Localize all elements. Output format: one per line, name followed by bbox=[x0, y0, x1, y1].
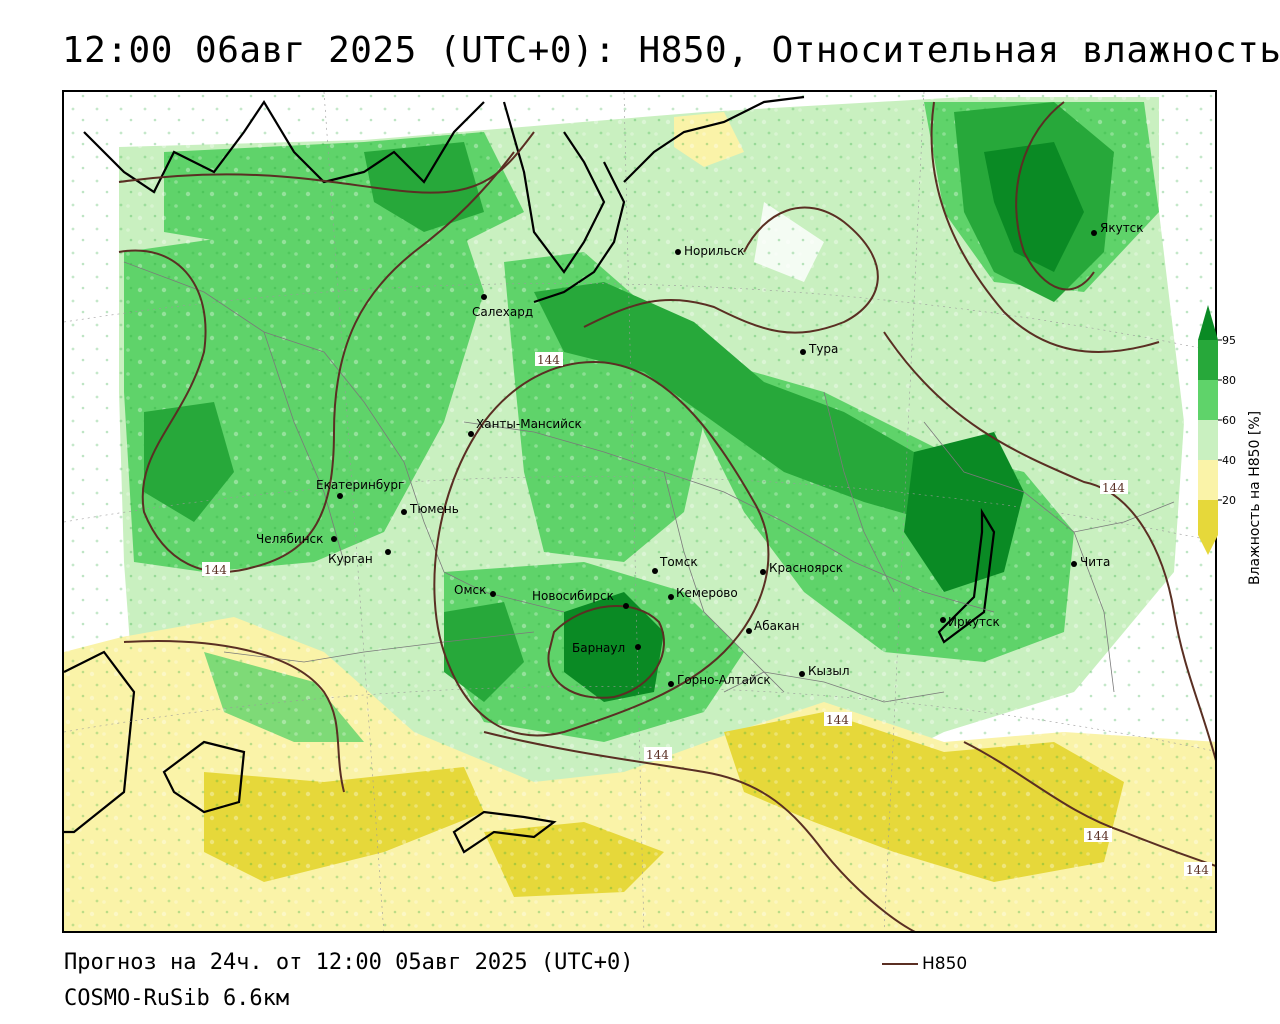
city-omsk: Омск bbox=[454, 583, 486, 597]
city-salekhard: Салехард bbox=[472, 305, 533, 319]
city-krasnoyarsk: Красноярск bbox=[769, 561, 843, 575]
city-novosibirsk: Новосибирск bbox=[532, 589, 614, 603]
city-kurgan: Курган bbox=[328, 552, 373, 566]
contour-siberia bbox=[433, 360, 770, 737]
legend-tick: 60 bbox=[1222, 414, 1236, 427]
contour-label: 144 bbox=[826, 713, 849, 727]
contour-legend-label: H850 bbox=[922, 954, 968, 974]
city-tomsk: Томск bbox=[659, 555, 698, 569]
contour-north bbox=[118, 131, 535, 194]
colorbar-title: Влажность на H850 [%] bbox=[1247, 410, 1263, 585]
contour-label: 144 bbox=[646, 748, 669, 762]
city-gorno-altaysk: Горно-Алтайск bbox=[677, 673, 771, 687]
city-chita: Чита bbox=[1080, 555, 1110, 569]
contour-label: 144 bbox=[537, 353, 560, 367]
city-tyumen: Тюмень bbox=[409, 502, 459, 516]
contour-label: 144 bbox=[1186, 863, 1209, 877]
legend-tick: 20 bbox=[1222, 494, 1236, 507]
city-abakan: Абакан bbox=[754, 619, 799, 633]
city-tura: Тура bbox=[808, 342, 838, 356]
h850-contours bbox=[118, 101, 1215, 931]
humidity-map[interactable]: 144 144 144 144 144 144 144 Салехард Нор… bbox=[64, 92, 1217, 933]
map-frame[interactable]: 144 144 144 144 144 144 144 Салехард Нор… bbox=[62, 90, 1217, 933]
contour-east bbox=[930, 101, 1160, 353]
contour-barnaul bbox=[547, 605, 665, 699]
city-norilsk: Норильск bbox=[684, 244, 744, 258]
region-borders bbox=[123, 261, 1175, 703]
contour-line-sample bbox=[882, 963, 918, 965]
city-markers: Салехард Норильск Якутск Тура Ханты-Манс… bbox=[256, 221, 1144, 687]
contour-southeast-2 bbox=[963, 741, 1215, 867]
legend-tick: 40 bbox=[1222, 454, 1236, 467]
model-caption: COSMO-RuSib 6.6км bbox=[64, 986, 290, 1011]
legend-tick: 95 bbox=[1222, 334, 1236, 347]
city-irkutsk: Иркутск bbox=[948, 615, 1000, 629]
contour-southeast bbox=[883, 331, 1215, 761]
humidity-colorbar bbox=[1198, 305, 1222, 555]
contour-central bbox=[583, 206, 879, 334]
contour-south-2 bbox=[483, 731, 916, 931]
coastline bbox=[64, 95, 996, 854]
contour-label: 144 bbox=[1102, 481, 1125, 495]
city-khanty-mansiysk: Ханты-Мансийск bbox=[476, 417, 582, 431]
contour-labels: 144 144 144 144 144 144 144 bbox=[202, 352, 1212, 877]
contour-south bbox=[123, 640, 345, 793]
forecast-caption: Прогноз на 24ч. от 12:00 05авг 2025 (UTC… bbox=[64, 950, 634, 975]
contour-label: 144 bbox=[204, 563, 227, 577]
city-barnaul: Барнаул bbox=[572, 641, 625, 655]
city-yakutsk: Якутск bbox=[1100, 221, 1144, 235]
wet-region-barnaul bbox=[564, 592, 664, 702]
contour-label: 144 bbox=[1086, 829, 1109, 843]
contour-yakutsk bbox=[1015, 101, 1095, 291]
city-chelyabinsk: Челябинск bbox=[256, 532, 323, 546]
contour-legend: H850 bbox=[882, 954, 967, 974]
map-title: 12:00 06авг 2025 (UTC+0): H850, Относите… bbox=[62, 30, 1280, 71]
city-kyzyl: Кызыл bbox=[808, 664, 850, 678]
legend-tick: 80 bbox=[1222, 374, 1236, 387]
city-yekaterinburg: Екатеринбург bbox=[316, 478, 404, 492]
contour-ural bbox=[118, 151, 515, 573]
wet-band-central bbox=[534, 282, 964, 522]
city-kemerovo: Кемерово bbox=[676, 586, 738, 600]
wet-region-baikal bbox=[904, 432, 1024, 592]
graticule bbox=[64, 92, 1215, 931]
